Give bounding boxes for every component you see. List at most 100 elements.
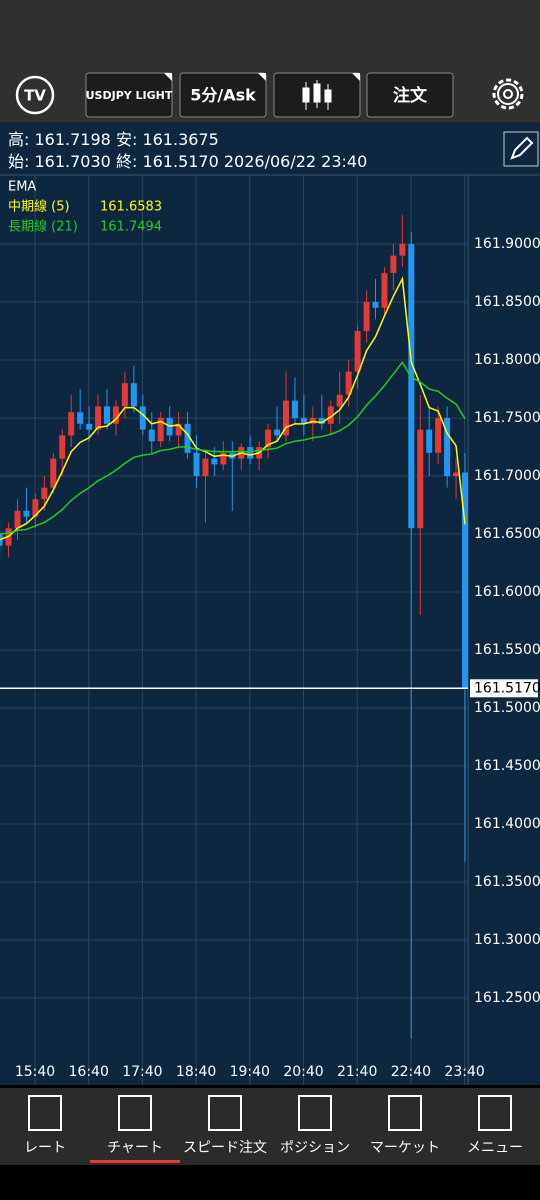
nav-label: メニュー [467,1140,523,1156]
candle-body [399,244,406,256]
x-tick-label: 16:40 [69,1064,109,1080]
candle-body [184,423,191,453]
indicator: EMA [8,180,36,195]
y-tick-label: 161.5500 [474,642,540,658]
candle-body [202,458,209,477]
candle-body [157,418,164,442]
candle-body [265,429,272,448]
candle-body [283,400,289,436]
nav-item[interactable]: チャート [90,1095,180,1163]
datetime: 2026/06/22 23:40 [224,152,367,171]
y-tick-label: 161.8500 [474,294,540,310]
candle-body [104,406,110,424]
nav-label: マーケット [370,1140,440,1156]
nav-icon [208,1095,242,1131]
nav-icon [118,1095,152,1131]
candle-body [41,487,48,500]
candle-body [59,435,66,459]
candle-body [121,383,128,407]
corner [352,73,360,81]
value: 161.7198 [35,130,111,149]
candle-body [372,302,379,308]
candle-body [318,418,325,424]
candle-body [130,383,137,407]
legend-name: 中期線 (5) [8,199,70,215]
candle-body [417,429,424,529]
candle-body [354,331,361,372]
button-frame [85,72,173,118]
timeframe: 5分/Ask [190,86,256,105]
button-frame [179,72,267,118]
candle-body [408,244,415,529]
nav-icon [28,1095,62,1131]
nav-item[interactable]: レート [24,1095,66,1156]
nav-item[interactable]: スピード注文 [183,1095,267,1156]
y-tick-label: 161.6000 [474,584,540,600]
candle-body [86,423,93,430]
logo[interactable]: TV [15,75,55,115]
candle-body [390,255,397,274]
candle-body [23,510,30,517]
candle-body [274,429,281,436]
y-tick-label: 161.7000 [474,468,540,484]
x-tick-label: 19:40 [230,1064,270,1080]
y-tick-label: 161.4500 [474,758,540,774]
candle-body [50,458,57,488]
label: 終: [116,152,137,171]
label: 高: [8,130,29,149]
system-bar [0,1165,540,1200]
nav-item[interactable]: メニュー [467,1095,523,1156]
draw-button[interactable] [503,131,539,167]
y-tick-label: 161.6500 [474,526,540,542]
nav-item[interactable]: ポジション [280,1095,350,1156]
timeframe-button[interactable]: 5分/Ask [179,72,267,118]
nav-item[interactable]: マーケット [370,1095,440,1156]
settings[interactable] [492,78,524,110]
chart-bg [0,122,540,1085]
nav-label: スピード注文 [183,1140,267,1156]
candle-body [345,371,352,395]
corner [258,73,266,81]
order-button[interactable]: 注文 [366,72,454,118]
current-price-box [470,679,538,698]
nav-icon [388,1095,422,1131]
nav-label: レート [24,1140,66,1156]
candle-body [381,273,388,308]
nav-icon [478,1095,512,1131]
gear-hub [503,89,513,99]
candle-body [247,447,254,459]
candle-body [175,423,182,436]
candle-body [148,429,155,442]
candle-body [32,499,39,517]
candle-icon [302,80,332,110]
legend-value: 161.7494 [100,220,162,235]
pencil [510,136,534,160]
symbol-button[interactable]: USDJPY LIGHT [85,72,173,118]
gear-ring [497,83,519,105]
y-tick-label: 161.4000 [474,816,540,832]
top-bar [0,0,540,122]
gear-teeth [492,78,524,110]
value: 161.7030 [35,152,111,171]
candle-body [435,418,442,453]
x-tick-label: 22:40 [391,1064,431,1080]
candle-body [291,400,298,419]
y-tick-label: 161.8000 [474,352,540,368]
value: 161.5170 [142,152,218,171]
order: 注文 [393,85,428,106]
x-tick-label: 15:40 [15,1064,55,1080]
x-tick-label: 17:40 [122,1064,162,1080]
candle-body [426,429,433,453]
candle-body [363,302,370,332]
candle-body [327,406,334,424]
ema-line [0,361,466,535]
x-tick-label: 20:40 [283,1064,323,1080]
ema-line [0,276,466,541]
candle-body [95,406,102,430]
candle-body [444,418,451,477]
y-tick-label: 161.9000 [474,236,540,252]
candle-body [220,452,227,465]
chart-style-button[interactable] [273,72,361,118]
x-tick-label: 18:40 [176,1064,216,1080]
candle-body [211,458,218,465]
